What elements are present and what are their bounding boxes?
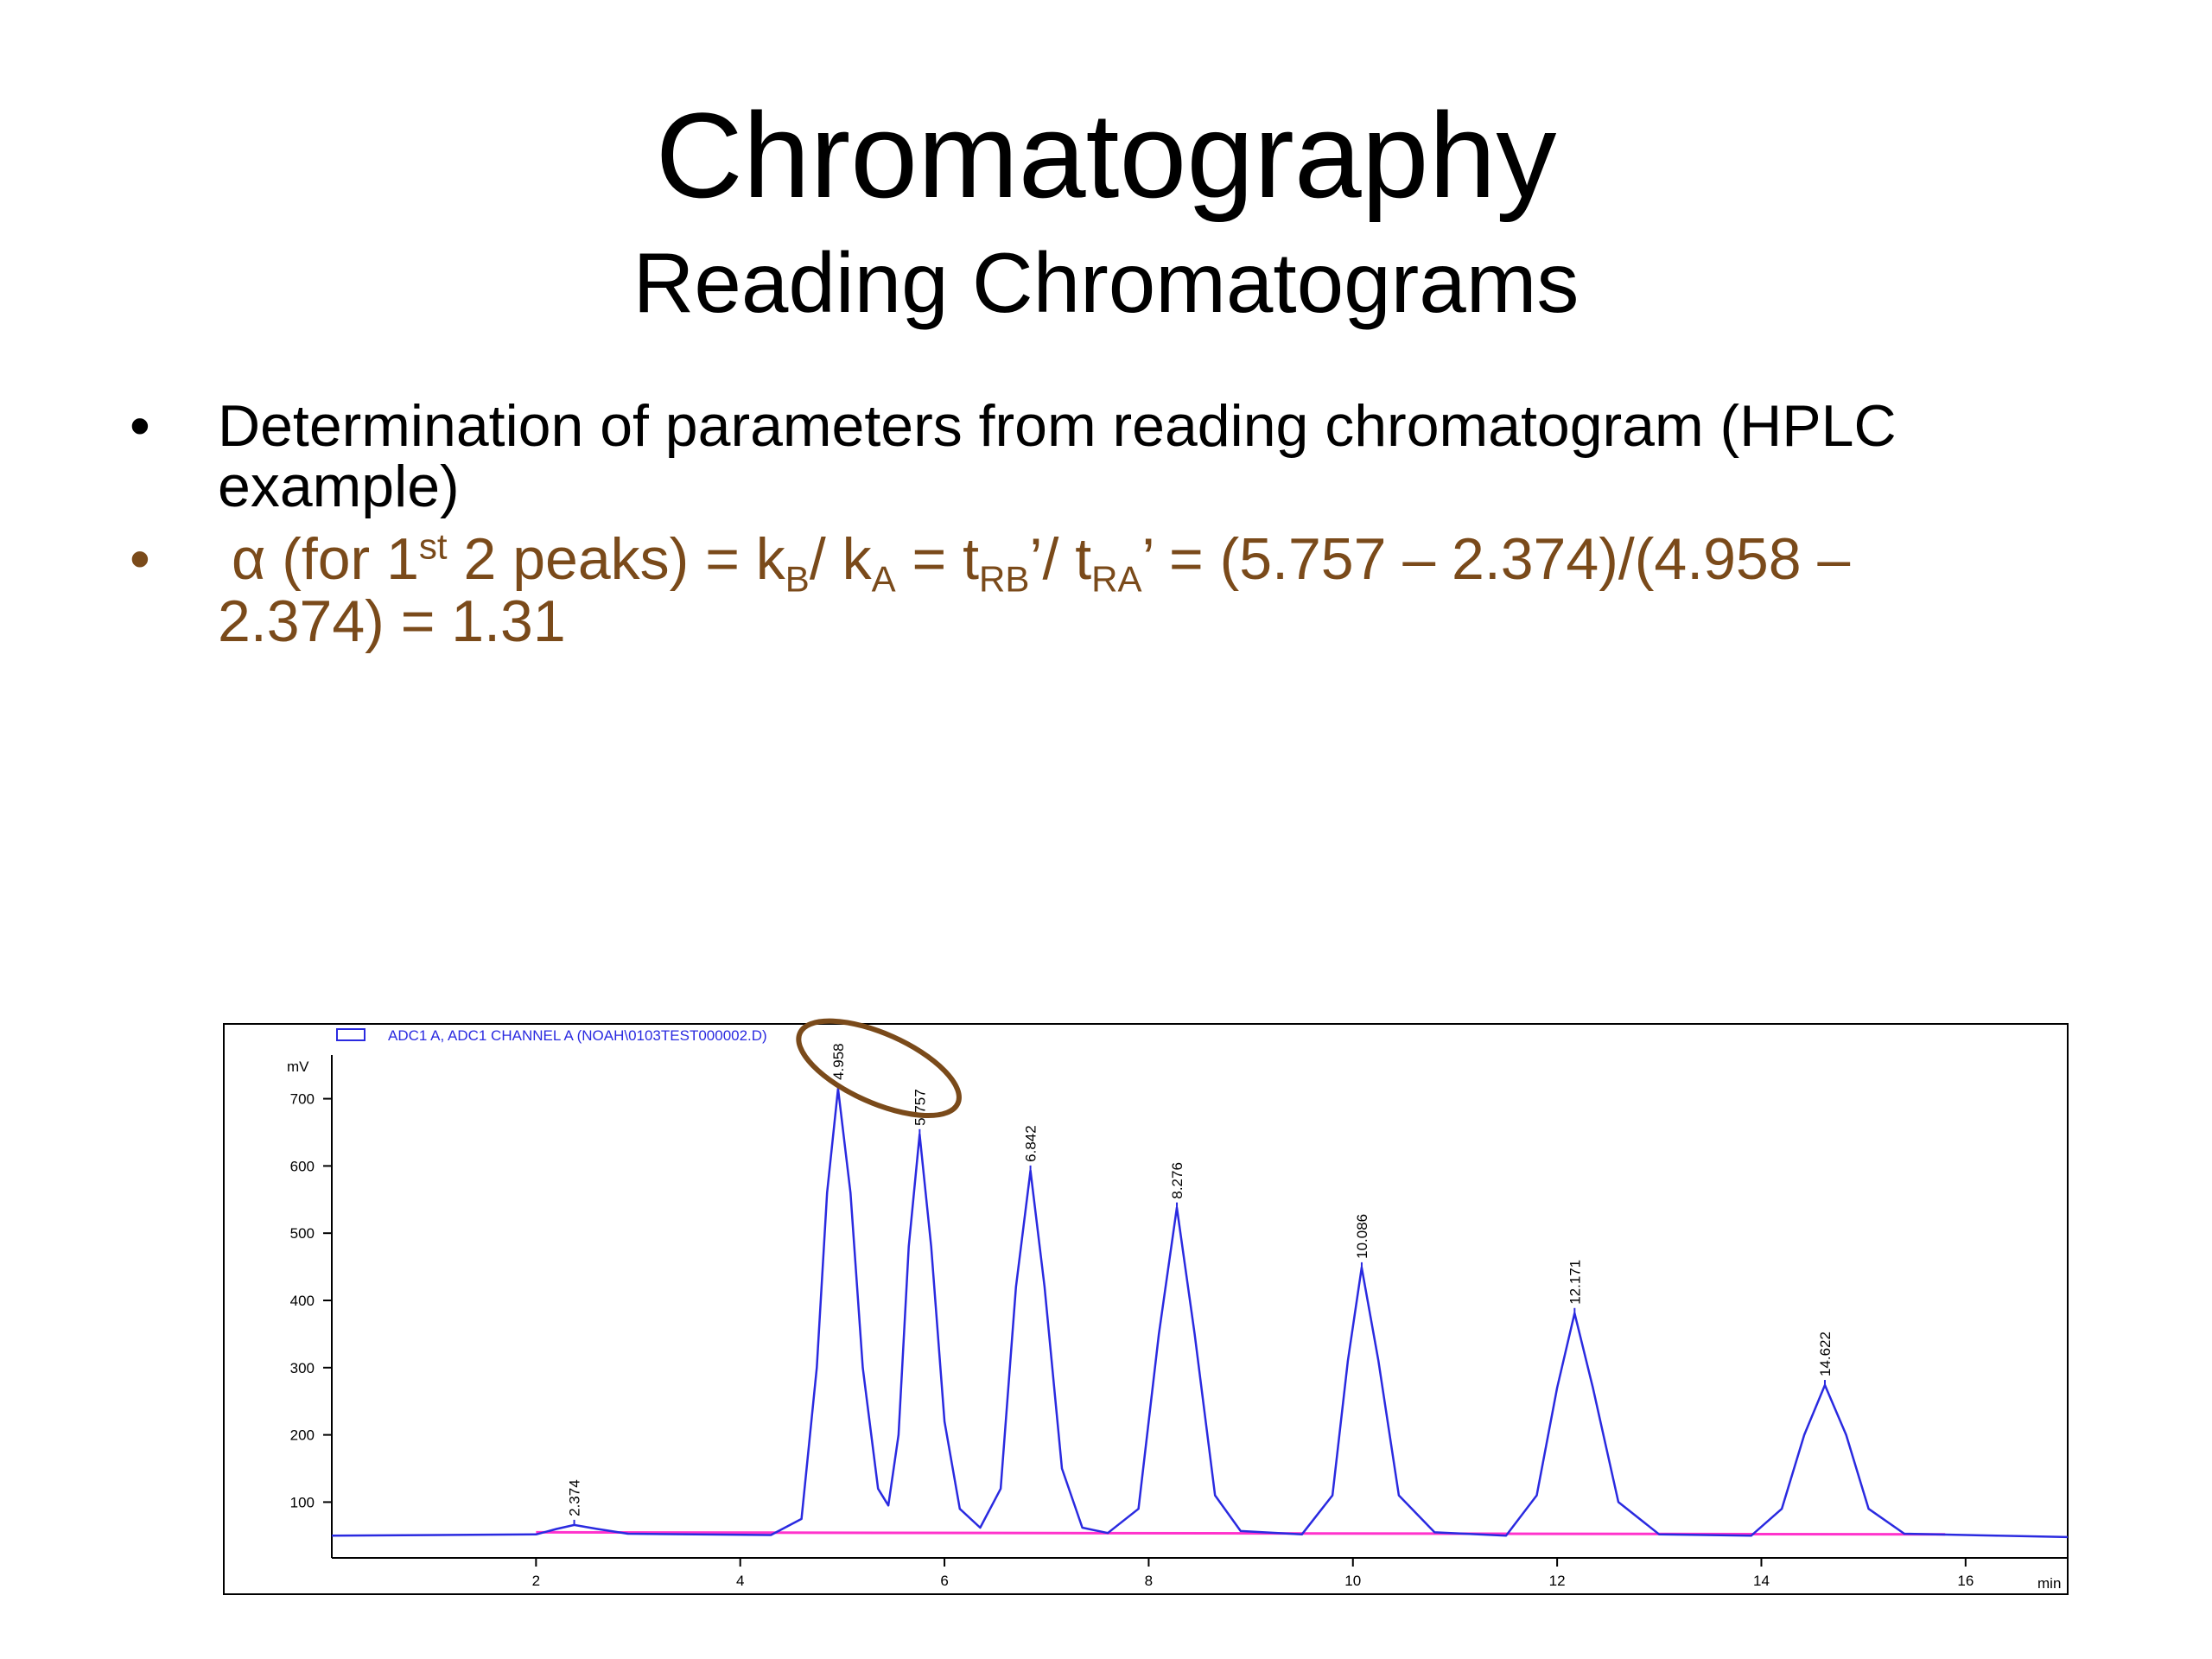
x-tick-label: 10 — [1344, 1573, 1361, 1589]
bullet-dot: • — [130, 526, 150, 592]
y-tick-label: 400 — [290, 1293, 315, 1309]
subscript: A — [871, 558, 896, 600]
superscript: st — [418, 525, 448, 567]
x-tick-label: 2 — [532, 1573, 540, 1589]
peak-label: 8.276 — [1169, 1162, 1185, 1199]
subscript: RA — [1091, 558, 1142, 600]
y-tick-label: 300 — [290, 1360, 315, 1376]
subscript: RB — [979, 558, 1030, 600]
slide-subtitle: Reading Chromatograms — [632, 235, 1580, 330]
y-tick-label: 500 — [290, 1225, 315, 1242]
bullet-line: example) — [218, 454, 460, 519]
bullet-line: Determination of parameters from reading… — [218, 393, 1897, 459]
text: / k — [809, 526, 872, 592]
x-tick-label: 6 — [940, 1573, 948, 1589]
trace — [331, 1087, 2069, 1539]
bullet-line: 2.374) = 1.31 — [218, 588, 566, 654]
x-tick-label: 16 — [1957, 1573, 1974, 1589]
legend-label: ADC1 A, ADC1 CHANNEL A (NOAH\0103TEST000… — [388, 1027, 767, 1044]
peak-label: 14.622 — [1817, 1332, 1834, 1376]
subscript: B — [785, 558, 810, 600]
text: ’ = (5.757 – 2.374)/(4.958 – — [1141, 526, 1851, 592]
legend-swatch — [336, 1028, 365, 1041]
text: 2 peaks) = k — [447, 526, 785, 592]
peak-label: 5.757 — [912, 1089, 928, 1126]
x-tick-label: 8 — [1145, 1573, 1153, 1589]
text: α (for 1 — [232, 526, 419, 592]
bullet-line: α (for 1st 2 peaks) = kB/ kA = tRB’/ tRA… — [232, 526, 1851, 597]
x-tick-label: 4 — [736, 1573, 744, 1589]
peak-label: 12.171 — [1567, 1260, 1583, 1305]
text: = t — [895, 526, 980, 592]
highlight-ellipse — [796, 1018, 962, 1119]
chart-frame — [223, 1023, 2069, 1595]
y-unit: mV — [287, 1058, 309, 1075]
bullet-dot: • — [130, 393, 150, 459]
y-tick-label: 200 — [290, 1427, 315, 1444]
peak-label: 4.958 — [830, 1043, 847, 1080]
peak-label: 10.086 — [1354, 1214, 1370, 1259]
y-tick-label: 100 — [290, 1494, 315, 1510]
peak-label: 6.842 — [1023, 1125, 1039, 1162]
slide-title: Chromatography — [655, 87, 1557, 223]
x-tick-label: 14 — [1753, 1573, 1770, 1589]
peak-label: 2.374 — [567, 1479, 583, 1516]
y-tick-label: 600 — [290, 1158, 315, 1174]
x-label: min — [2037, 1575, 2061, 1592]
y-tick-label: 700 — [290, 1091, 315, 1108]
text: ’/ t — [1029, 526, 1092, 592]
x-tick-label: 12 — [1549, 1573, 1566, 1589]
